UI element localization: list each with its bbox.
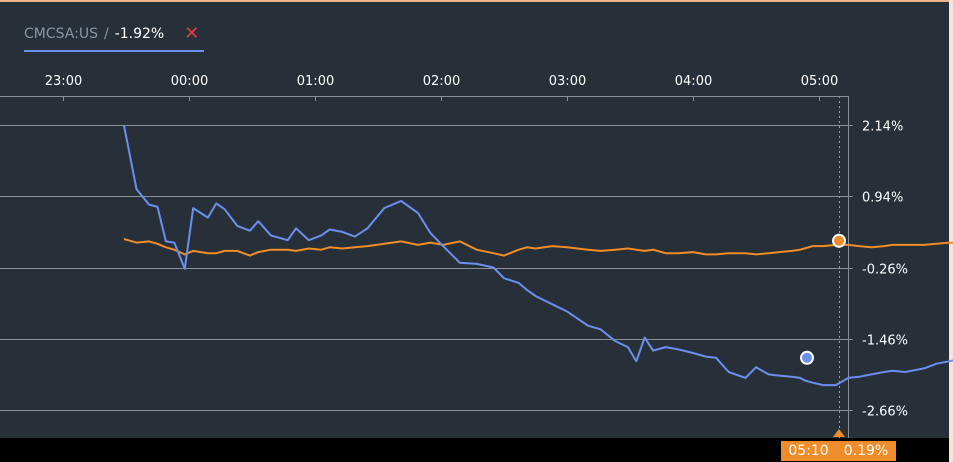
y-tick-label: -2.66% — [862, 405, 908, 420]
x-axis: 23:00 00:00 01:00 02:00 03:00 04:00 05:00 — [0, 74, 848, 101]
end-markers — [800, 233, 846, 365]
series-group — [122, 124, 953, 387]
crosshair-marker — [833, 429, 845, 437]
legend-underline — [24, 50, 204, 52]
x-tick-label: 00:00 — [171, 74, 208, 89]
x-tick-label: 01:00 — [297, 74, 334, 89]
series-line — [122, 124, 953, 387]
y-tick-label: -1.46% — [862, 334, 908, 349]
x-tick-label: 02:00 — [423, 74, 460, 89]
series-line — [123, 238, 953, 257]
grid-lines — [0, 96, 848, 438]
series-end-marker — [800, 350, 814, 365]
right-edge — [949, 0, 953, 462]
close-x-icon[interactable]: ✕ — [184, 23, 200, 44]
crosshair-time-badge: 05:10 — [781, 441, 836, 461]
crosshair-value-badge: 0.19% — [836, 441, 896, 461]
x-tick-label: 04:00 — [675, 74, 712, 89]
x-tick-label: 23:00 — [45, 74, 82, 89]
y-tick-label: 2.14% — [862, 120, 903, 135]
y-axis: 2.14% 0.94% -0.26% -1.46% -2.66% — [848, 96, 908, 438]
series-end-marker — [832, 233, 846, 248]
x-tick-label: 05:00 — [801, 74, 838, 89]
legend-change: -1.92% — [114, 26, 165, 42]
legend-symbol[interactable]: CMCSA:US — [24, 26, 98, 42]
top-edge — [0, 0, 953, 2]
legend: CMCSA:US / -1.92% ✕ — [24, 23, 200, 44]
x-tick-label: 03:00 — [549, 74, 586, 89]
y-tick-label: -0.26% — [862, 263, 908, 278]
legend-separator: / — [103, 26, 109, 42]
y-tick-label: 0.94% — [862, 191, 903, 206]
